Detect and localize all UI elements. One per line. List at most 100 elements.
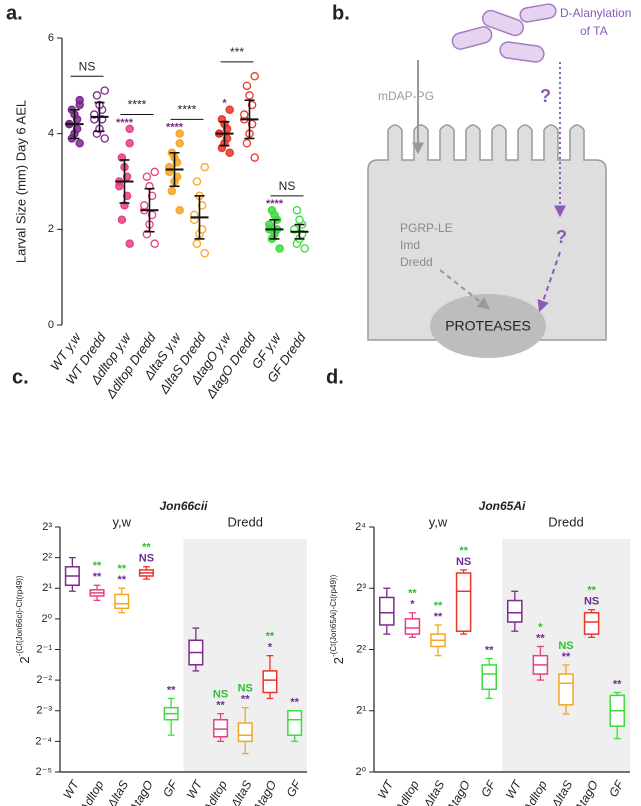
- box: [114, 593, 130, 610]
- group-shade: [502, 539, 630, 772]
- data-point: [122, 172, 132, 181]
- significance-label: **: [613, 678, 622, 690]
- pathway-label: Dredd: [400, 255, 433, 269]
- data-point: [125, 239, 134, 248]
- data-point: [125, 138, 134, 148]
- data-point: [92, 91, 102, 100]
- data-point: [122, 191, 132, 201]
- data-point: [265, 220, 274, 229]
- x-tick-label: ΔltaS: [228, 778, 255, 806]
- panel-label: d.: [326, 366, 344, 388]
- significance-label: **: [587, 585, 596, 597]
- data-point: [150, 167, 159, 177]
- diagram: b. D-Alanylation of TA mDAP-PG ? ? PGRP-…: [332, 2, 631, 358]
- panel-label: c.: [12, 366, 29, 388]
- x-tick-label: WT: [184, 777, 206, 802]
- data-point: [242, 81, 252, 91]
- significance-label: **: [562, 651, 571, 663]
- significance-label: **: [142, 542, 151, 554]
- data-point: [200, 162, 209, 172]
- significance-label: NS: [456, 556, 471, 568]
- x-tick-label: WT: [60, 777, 82, 802]
- y-tick-label: 2⁻⁵: [36, 766, 52, 778]
- significance-label: ****: [116, 117, 134, 129]
- y-tick-label: 4: [48, 128, 54, 140]
- significance-label: NS: [584, 596, 599, 608]
- bacteria-label: D-Alanylation: [560, 6, 631, 20]
- significance-label: **: [434, 611, 443, 623]
- pathway-label: Imd: [400, 238, 420, 252]
- data-point: [167, 186, 177, 196]
- significance-label: *: [222, 98, 227, 110]
- significance-label: *: [410, 599, 415, 611]
- data-point: [250, 72, 259, 81]
- significance-label: *: [268, 642, 273, 654]
- x-tick-label: Δdltop: [77, 778, 107, 806]
- significance-label: NS: [238, 683, 253, 695]
- x-tick-label: GF: [284, 778, 305, 800]
- nucleus: [430, 294, 546, 358]
- y-tick-label: 0: [48, 319, 54, 331]
- data-point: [142, 172, 152, 181]
- box: [213, 718, 229, 738]
- data-point: [225, 148, 234, 158]
- y-label-base: 2: [331, 657, 346, 664]
- x-tick-label: WT: [375, 777, 397, 802]
- pair-label: NS: [79, 59, 96, 73]
- y-axis-label: Larval Size (mm) Day 6 AEL: [13, 100, 28, 263]
- y-tick-label: 2⁻²: [36, 674, 52, 686]
- data-point: [125, 124, 134, 134]
- y-tick-label: 2³: [42, 521, 52, 533]
- data-point: [240, 110, 249, 119]
- chart-title: Jon66cii: [159, 499, 208, 513]
- data-point: [242, 138, 252, 148]
- data-point: [250, 153, 259, 162]
- data-point: [200, 248, 209, 258]
- group-label: Dredd: [228, 514, 263, 529]
- significance-label: NS: [213, 689, 228, 701]
- significance-label: **: [408, 588, 417, 600]
- significance-label: NS: [139, 553, 154, 565]
- y-tick-label: 2²: [356, 643, 366, 655]
- y-tick-label: 2⁻³: [36, 705, 52, 717]
- x-tick-label: Δdltop: [520, 778, 550, 806]
- data-point: [275, 244, 284, 253]
- significance-label: **: [459, 545, 468, 557]
- y-tick-label: 2³: [356, 582, 366, 594]
- chart-title: Jon65Ai: [479, 499, 526, 513]
- significance-label: **: [266, 631, 275, 643]
- data-point: [192, 177, 202, 186]
- x-tick-label: ΔtagO: [443, 778, 473, 806]
- significance-label: **: [216, 700, 225, 712]
- significance-label: *: [538, 621, 543, 633]
- y-axis-label: 2-(Ct(Jon65Ai)-Ct(rp49)): [329, 574, 346, 664]
- data-point: [140, 201, 149, 210]
- x-tick-label: ΔtagO: [126, 778, 156, 806]
- x-tick-label: ΔtagO: [571, 778, 601, 806]
- y-tick-label: 2⁻¹: [36, 643, 52, 655]
- data-point: [175, 205, 184, 215]
- significance-label: **: [93, 571, 102, 583]
- significance-label: **: [485, 644, 494, 656]
- y-label-exp: -(Ct(Jon65Ai)-Ct(rp49)): [329, 574, 338, 657]
- box: [379, 596, 395, 626]
- significance-label: **: [434, 600, 443, 612]
- significance-label: ****: [166, 122, 184, 134]
- bacteria-label: of TA: [580, 24, 608, 38]
- y-tick-label: 2¹: [42, 582, 52, 594]
- box: [455, 572, 472, 632]
- box: [507, 599, 523, 623]
- data-point: [72, 124, 82, 134]
- arrow: [537, 251, 561, 313]
- x-tick-label: WT: [503, 777, 525, 802]
- significance-label: **: [93, 560, 102, 572]
- pair-label: ****: [178, 102, 197, 116]
- data-point: [267, 205, 277, 215]
- x-tick-label: GF: [478, 778, 499, 800]
- data-point: [295, 215, 304, 225]
- data-point: [292, 205, 302, 215]
- significance-label: **: [117, 574, 126, 586]
- unknown-label: ?: [556, 227, 567, 247]
- y-tick-label: 6: [48, 32, 54, 44]
- panel-label: a.: [6, 2, 23, 24]
